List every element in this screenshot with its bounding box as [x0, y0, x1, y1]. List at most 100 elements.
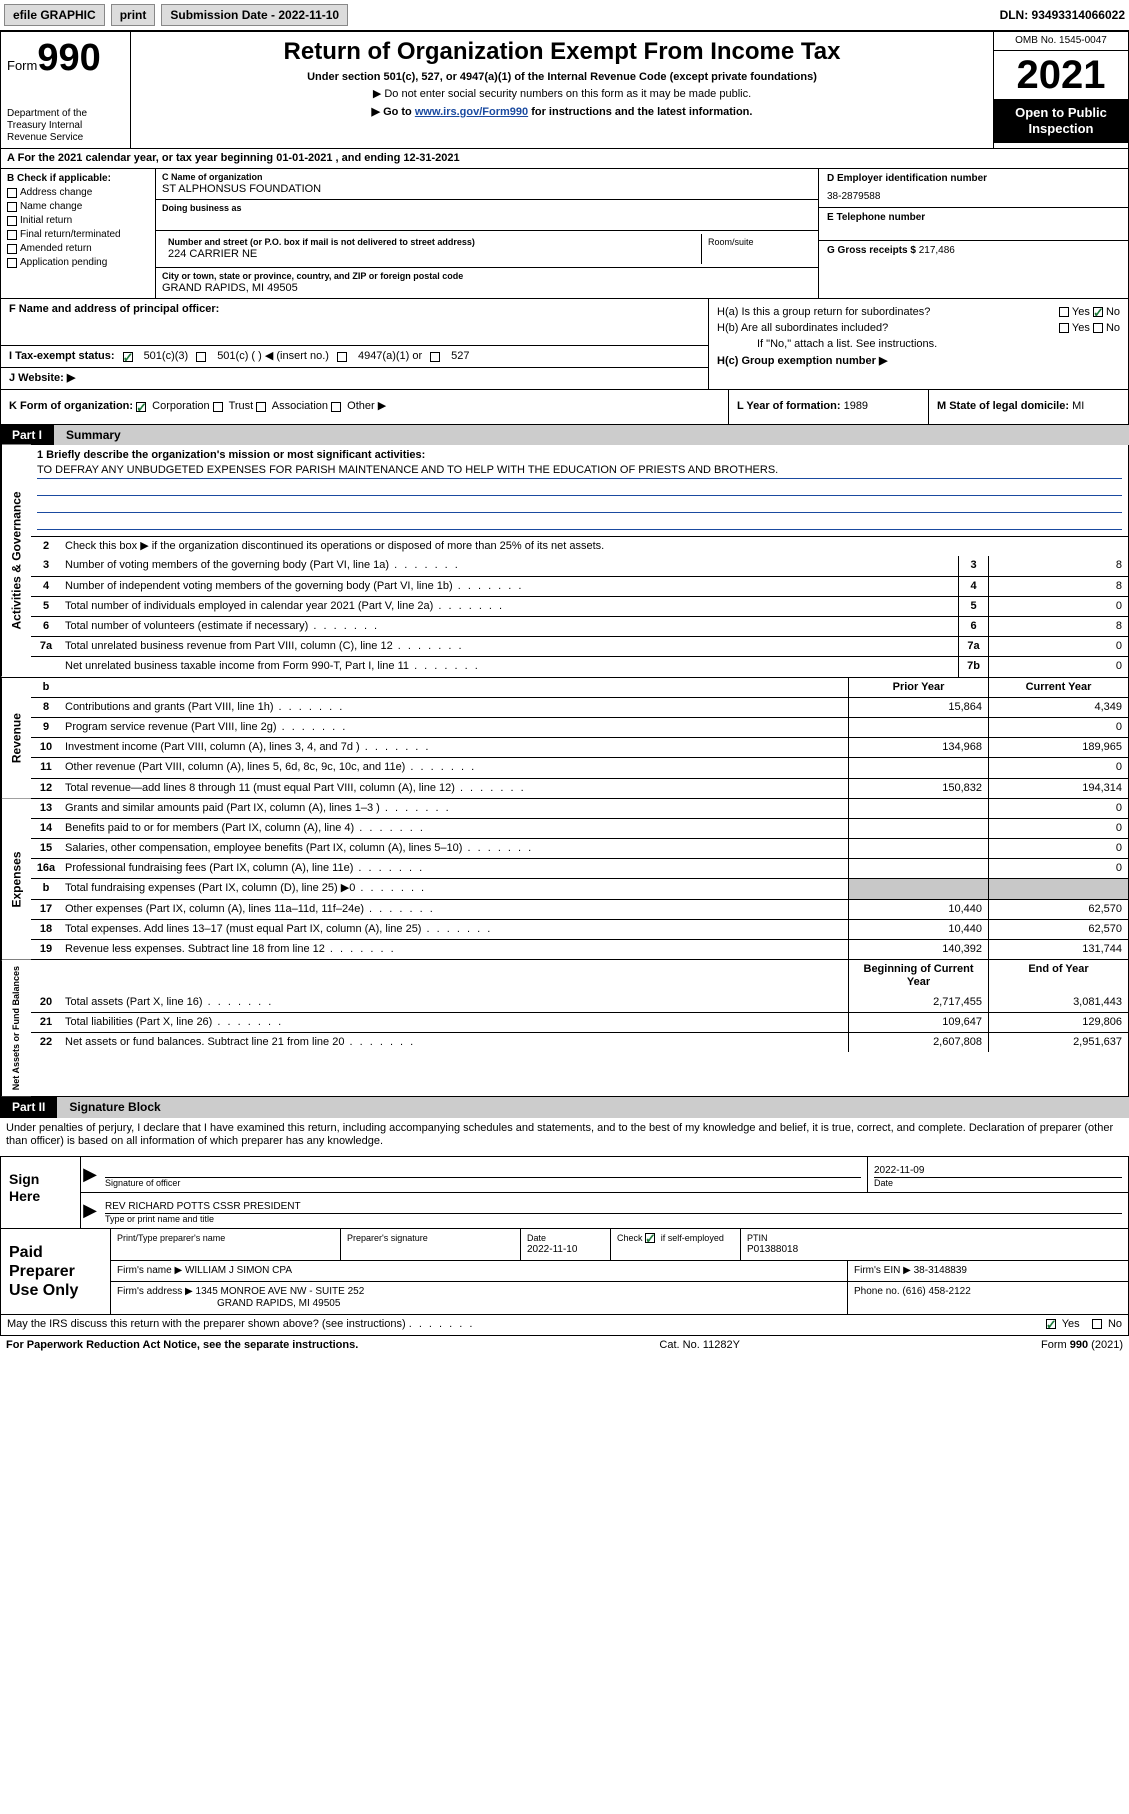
prior-value: [848, 799, 988, 818]
line-num: 6: [31, 617, 61, 636]
checkbox[interactable]: [7, 188, 17, 198]
ag-line: 4Number of independent voting members of…: [31, 576, 1128, 596]
line-num: 9: [31, 718, 61, 737]
ha-yes-box[interactable]: [1059, 307, 1069, 317]
h-b-row: H(b) Are all subordinates included? Yes …: [717, 322, 1120, 335]
c-dba-label: Doing business as: [162, 203, 812, 214]
h-c-label: H(c) Group exemption number ▶: [717, 355, 1120, 368]
activities-governance-section: Activities & Governance 1 Briefly descri…: [0, 445, 1129, 678]
line-num: 22: [31, 1033, 61, 1052]
line-text: Total number of volunteers (estimate if …: [61, 617, 958, 636]
dept-treasury: Department of the Treasury Internal Reve…: [7, 108, 124, 144]
line-num: 7a: [31, 637, 61, 656]
mission-text: TO DEFRAY ANY UNBUDGETED EXPENSES FOR PA…: [37, 464, 1122, 479]
irs-yes-box[interactable]: [1046, 1319, 1056, 1329]
irs-no-box[interactable]: [1092, 1319, 1102, 1329]
l1-label: 1 Briefly describe the organization's mi…: [37, 449, 1122, 462]
revenue-section: Revenue b Prior Year Current Year 8Contr…: [0, 678, 1129, 799]
line-num: 4: [31, 577, 61, 596]
c-dba-cell: Doing business as: [156, 200, 818, 231]
ein-value: 38-2879588: [827, 191, 1120, 203]
b-title: B Check if applicable:: [7, 173, 149, 185]
b-item-label: Final return/terminated: [20, 229, 121, 240]
na-hdr-blank: [31, 960, 61, 992]
checkbox[interactable]: [7, 258, 17, 268]
k-form-org: K Form of organization: Corporation Trus…: [1, 390, 728, 423]
l-value: 1989: [844, 400, 868, 412]
irs-link[interactable]: www.irs.gov/Form990: [415, 106, 528, 118]
hdr-current: Current Year: [988, 678, 1128, 697]
may-irs-yn: Yes No: [1046, 1318, 1122, 1331]
hb-no-box[interactable]: [1093, 323, 1103, 333]
form-header: Form990 Department of the Treasury Inter…: [0, 31, 1129, 149]
c-room-cell: Room/suite: [702, 234, 812, 264]
phone-value: [827, 224, 1120, 236]
i-tax-exempt: I Tax-exempt status: 501(c)(3) 501(c) ( …: [1, 345, 708, 367]
expenses-section: Expenses 13Grants and similar amounts pa…: [0, 799, 1129, 961]
checkbox[interactable]: [7, 216, 17, 226]
sign-here-label: Sign Here: [1, 1157, 81, 1228]
sig-date-label: Date: [874, 1178, 1122, 1189]
firm-addr-cell: Firm's address ▶ 1345 MONROE AVE NW - SU…: [111, 1282, 848, 1314]
current-value: 62,570: [988, 900, 1128, 919]
j-website: J Website: ▶: [1, 367, 708, 389]
chk-501c3[interactable]: [123, 352, 133, 362]
self-employed-box[interactable]: [645, 1233, 655, 1243]
sig-name-value: REV RICHARD POTTS CSSR PRESIDENT: [105, 1196, 1122, 1214]
chk-527[interactable]: [430, 352, 440, 362]
prep-ptin-cell: PTIN P01388018: [741, 1229, 1128, 1260]
ha-no-box[interactable]: [1093, 307, 1103, 317]
opt-501c: 501(c) ( ) ◀ (insert no.): [217, 350, 329, 363]
ha-yes: Yes: [1072, 306, 1090, 318]
ag-line: Net unrelated business taxable income fr…: [31, 656, 1128, 676]
sig-officer-field[interactable]: [105, 1160, 861, 1178]
topbar: efile GRAPHIC print Submission Date - 20…: [0, 0, 1129, 31]
mission-blank-2: [37, 498, 1122, 513]
line-num: 14: [31, 819, 61, 838]
chk-501c[interactable]: [196, 352, 206, 362]
print-button[interactable]: print: [111, 4, 156, 26]
sig-date-cell: 2022-11-09 Date: [868, 1157, 1128, 1192]
k-trust-box[interactable]: [213, 402, 223, 412]
two-col-line: bTotal fundraising expenses (Part IX, co…: [31, 878, 1128, 898]
opt-4947: 4947(a)(1) or: [358, 350, 422, 363]
rev-hdr-spacer: [61, 678, 848, 697]
hb-yes-box[interactable]: [1059, 323, 1069, 333]
chk-4947[interactable]: [337, 352, 347, 362]
two-col-line: 16aProfessional fundraising fees (Part I…: [31, 858, 1128, 878]
prep-name-cell: Print/Type preparer's name: [111, 1229, 341, 1260]
part2-tab: Part II: [0, 1097, 57, 1117]
ag-line: 7aTotal unrelated business revenue from …: [31, 636, 1128, 656]
prior-value: [848, 819, 988, 838]
org-name: ST ALPHONSUS FOUNDATION: [162, 183, 812, 196]
c-name-cell: C Name of organization ST ALPHONSUS FOUN…: [156, 169, 818, 200]
line-text: Contributions and grants (Part VIII, lin…: [61, 698, 848, 717]
checkbox[interactable]: [7, 244, 17, 254]
part2-title: Signature Block: [57, 1097, 1129, 1117]
line-text: Program service revenue (Part VIII, line…: [61, 718, 848, 737]
k-corp-box[interactable]: [136, 402, 146, 412]
checkbox[interactable]: [7, 230, 17, 240]
section-bcdeg: B Check if applicable: Address changeNam…: [0, 169, 1129, 299]
line-num: 10: [31, 738, 61, 757]
hdr-prior: Prior Year: [848, 678, 988, 697]
b-item-label: Amended return: [20, 243, 92, 254]
checkbox[interactable]: [7, 202, 17, 212]
k-assoc-box[interactable]: [256, 402, 266, 412]
l2-num: 2: [31, 537, 61, 556]
current-value: 131,744: [988, 940, 1128, 959]
fij-left: F Name and address of principal officer:…: [1, 299, 708, 389]
firm-addr-label: Firm's address ▶: [117, 1286, 193, 1297]
m-value: MI: [1072, 400, 1084, 412]
form-title-block: Return of Organization Exempt From Incom…: [131, 32, 993, 148]
line-num: 16a: [31, 859, 61, 878]
k-other-box[interactable]: [331, 402, 341, 412]
two-col-line: 15Salaries, other compensation, employee…: [31, 838, 1128, 858]
c-city-cell: City or town, state or province, country…: [156, 268, 818, 298]
line-text: Revenue less expenses. Subtract line 18 …: [61, 940, 848, 959]
prior-value: [848, 839, 988, 858]
prep-check-label-1: Check: [617, 1233, 645, 1243]
current-value: 0: [988, 718, 1128, 737]
vtab-revenue: Revenue: [1, 678, 31, 798]
firm-ein-cell: Firm's EIN ▶ 38-3148839: [848, 1261, 1128, 1281]
